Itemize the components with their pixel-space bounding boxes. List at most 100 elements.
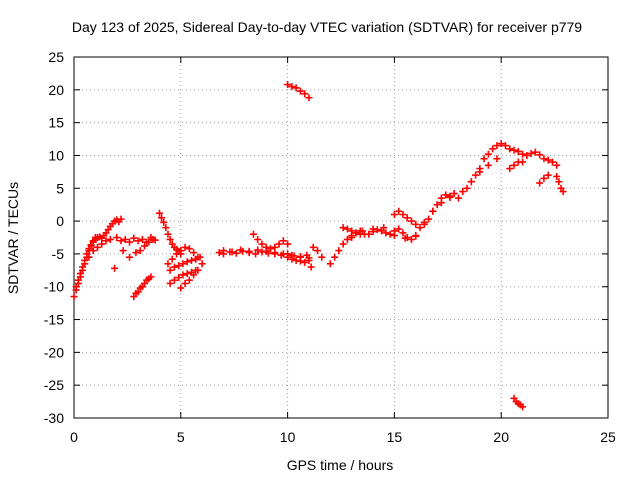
data-point [190,271,198,279]
data-point [175,262,183,270]
x-axis-ticks: 0 5 10 15 20 25 [70,57,616,445]
data-point [454,194,462,202]
y-tick-label: 25 [48,49,64,65]
data-point [484,150,492,158]
data-point [339,224,347,232]
grid-lines [74,57,608,418]
data-point [433,201,441,209]
y-tick-label: -20 [44,344,64,360]
data-point [249,230,257,238]
data-point [138,235,146,243]
data-point [326,260,334,268]
data-point [540,174,548,182]
data-point [553,172,561,180]
data-point [497,140,505,148]
data-point [519,150,527,158]
data-point [348,234,356,241]
data-point [335,247,343,255]
data-point [555,178,563,186]
data-point [134,237,142,245]
x-tick-label: 5 [177,429,185,445]
data-point [183,270,191,278]
data-point [292,84,300,92]
data-point [147,273,155,281]
data-point [170,276,178,284]
data-point [70,293,78,301]
data-point [548,158,556,166]
data-point [463,184,471,192]
data-point [102,237,110,245]
data-point [514,148,522,156]
data-point [540,155,548,163]
data-point [339,240,347,248]
data-point [412,232,420,240]
data-point [519,403,527,411]
data-point [181,243,189,251]
data-point [442,191,450,199]
data-point [307,263,315,271]
data-point [275,240,283,248]
chart-title: Day 123 of 2025, Sidereal Day-to-day VTE… [72,19,582,35]
data-point [190,249,198,257]
data-point [279,250,287,258]
data-point [536,151,544,159]
data-points [70,81,567,411]
data-point [348,227,356,235]
data-point [271,243,279,251]
data-point [358,227,366,235]
data-point [390,211,398,219]
data-point [284,81,292,89]
data-point [506,165,514,173]
data-point [166,279,174,287]
data-point [121,235,129,243]
data-point [314,247,322,255]
data-point [296,87,304,95]
data-point [501,142,509,150]
data-point [296,257,304,265]
data-point [437,199,445,207]
data-point [81,260,89,268]
data-point [192,255,200,263]
data-point [305,256,313,264]
data-point [380,224,388,232]
data-point [252,250,260,258]
data-point [527,149,535,157]
data-point [536,179,544,187]
data-point [187,256,195,264]
data-point [425,215,433,223]
data-point [113,234,121,241]
y-axis-ticks: -30 -25 -20 -15 -10 -5 0 5 10 15 20 25 [44,49,608,426]
data-point [467,178,475,186]
data-point [301,258,309,266]
data-point [403,214,411,222]
data-point [544,171,552,179]
data-point [177,284,185,292]
x-tick-label: 0 [70,429,78,445]
data-point [215,249,223,257]
data-point [523,151,531,159]
data-point [382,229,390,237]
y-tick-label: 0 [56,213,64,229]
data-point [390,232,398,240]
data-point [185,276,193,284]
data-point [365,230,373,238]
y-axis-label: SDTVAR / TECUs [5,182,21,294]
data-point [472,171,480,179]
data-point [132,249,140,257]
data-point [237,246,245,254]
data-point [232,249,240,257]
data-point [386,230,394,238]
data-point [544,156,552,164]
data-point [175,274,183,282]
data-point [158,214,166,222]
data-point [407,217,415,225]
data-point [493,155,501,163]
data-point [420,218,428,226]
data-point [130,234,138,242]
data-point [179,271,187,279]
data-point [352,229,360,237]
data-point [553,161,561,169]
data-point [91,234,99,241]
data-point [284,253,292,261]
